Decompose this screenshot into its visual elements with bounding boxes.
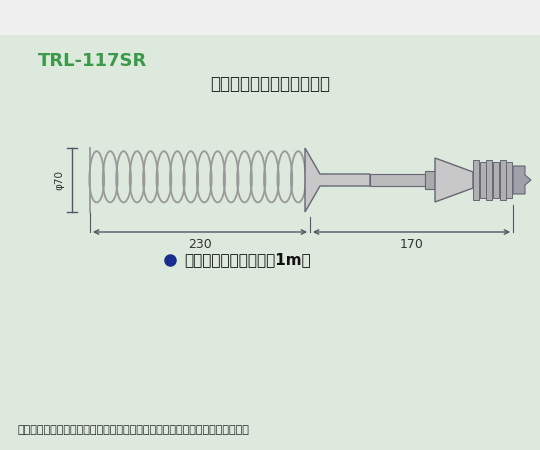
Text: TRL-117SR: TRL-117SR — [38, 52, 147, 70]
Polygon shape — [305, 148, 370, 212]
Text: フレキシブルチューブ1m付: フレキシブルチューブ1m付 — [184, 252, 310, 267]
Bar — [473, 160, 479, 200]
Polygon shape — [435, 158, 473, 202]
Bar — [487, 160, 492, 200]
Polygon shape — [513, 166, 531, 194]
Bar — [370, 174, 425, 186]
Text: 170: 170 — [400, 238, 423, 251]
Bar — [480, 162, 485, 198]
Text: φ70: φ70 — [54, 170, 64, 190]
Text: スパイラル銅管メッキ仕上: スパイラル銅管メッキ仕上 — [210, 75, 330, 93]
Bar — [425, 171, 435, 189]
Bar — [0, 0, 540, 35]
Text: ・オプション以外の変更にも対応いたしますのでお気軽にお問い合せください: ・オプション以外の変更にも対応いたしますのでお気軽にお問い合せください — [18, 425, 250, 435]
Bar — [507, 162, 512, 198]
Text: 230: 230 — [188, 238, 212, 251]
Bar — [500, 160, 505, 200]
Bar — [493, 162, 499, 198]
